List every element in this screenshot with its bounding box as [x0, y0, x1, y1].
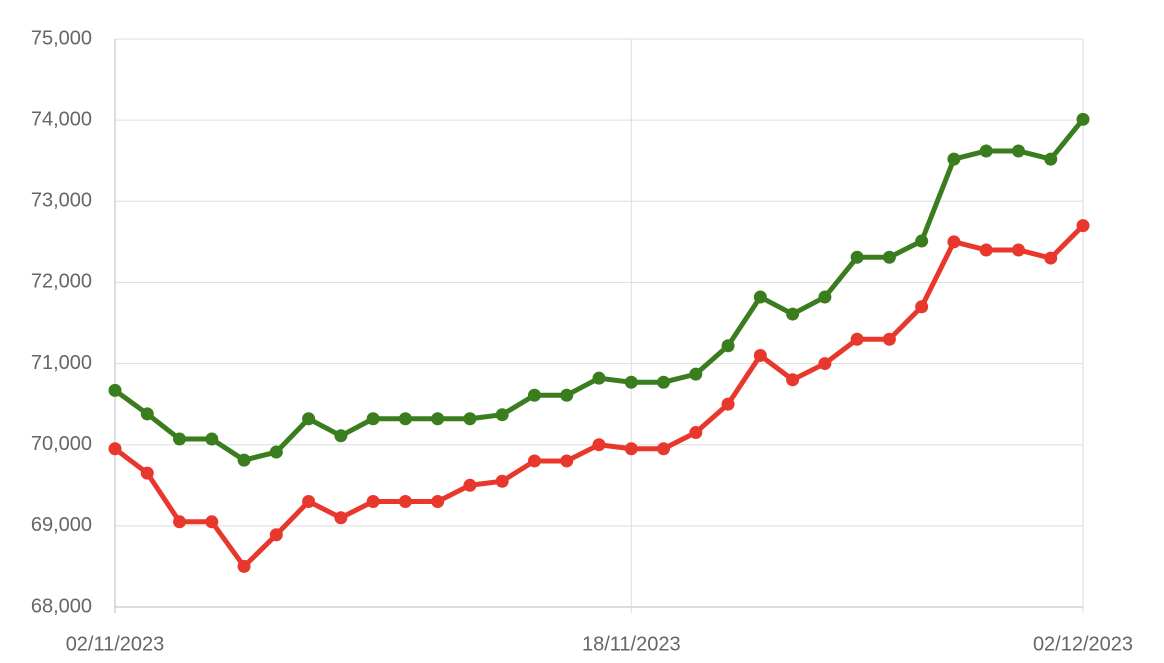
point [947, 235, 961, 249]
point [237, 453, 251, 467]
point [269, 445, 283, 459]
point [721, 397, 735, 411]
point [786, 373, 800, 387]
point [753, 348, 767, 362]
point [689, 367, 703, 381]
point [657, 375, 671, 389]
point [334, 429, 348, 443]
point [1044, 152, 1058, 166]
line [113, 117, 1085, 463]
line [113, 223, 1085, 569]
point [624, 375, 638, 389]
point [721, 339, 735, 353]
x-tick-label: 02/12/2023 [1033, 633, 1133, 655]
y-tick-label: 70,000 [31, 433, 92, 455]
point [947, 152, 961, 166]
point [205, 515, 219, 529]
point [979, 243, 993, 257]
point [753, 290, 767, 304]
point [1076, 219, 1090, 233]
point [850, 250, 864, 264]
point [624, 442, 638, 456]
point [1076, 112, 1090, 126]
y-tick-label: 75,000 [31, 27, 92, 49]
y-tick-label: 73,000 [31, 190, 92, 212]
point [495, 474, 509, 488]
point [302, 495, 316, 509]
point [140, 407, 154, 421]
point [366, 495, 380, 509]
point [431, 495, 445, 509]
point [1044, 251, 1058, 265]
point [786, 307, 800, 321]
point [527, 388, 541, 402]
point [398, 412, 412, 426]
point [592, 371, 606, 385]
point [882, 250, 896, 264]
y-tick-label: 74,000 [31, 108, 92, 130]
point [592, 438, 606, 452]
x-tick-label: 18/11/2023 [582, 633, 681, 655]
point [108, 442, 122, 456]
point [657, 442, 671, 456]
point [108, 383, 122, 397]
point [689, 426, 703, 440]
y-tick-label: 72,000 [31, 271, 92, 293]
point [850, 332, 864, 346]
point [334, 511, 348, 525]
point [818, 290, 832, 304]
point [915, 300, 929, 314]
x-tick-label: 02/11/2023 [66, 633, 165, 655]
point [1011, 144, 1025, 158]
y-tick-label: 68,000 [31, 595, 92, 617]
point [173, 515, 187, 529]
point [527, 454, 541, 468]
point [818, 357, 832, 371]
point [366, 412, 380, 426]
y-tick-label: 71,000 [31, 352, 92, 374]
point [463, 412, 477, 426]
point [915, 234, 929, 248]
point [398, 495, 412, 509]
point [302, 412, 316, 426]
point [205, 432, 219, 446]
point [173, 432, 187, 446]
point [140, 466, 154, 480]
point [979, 144, 993, 158]
point [431, 412, 445, 426]
point [463, 478, 477, 492]
point [560, 454, 574, 468]
point [495, 408, 509, 422]
point [560, 388, 574, 402]
y-tick-label: 69,000 [31, 514, 92, 536]
point [269, 528, 283, 542]
point [1011, 243, 1025, 257]
point [237, 559, 251, 573]
point [882, 332, 896, 346]
